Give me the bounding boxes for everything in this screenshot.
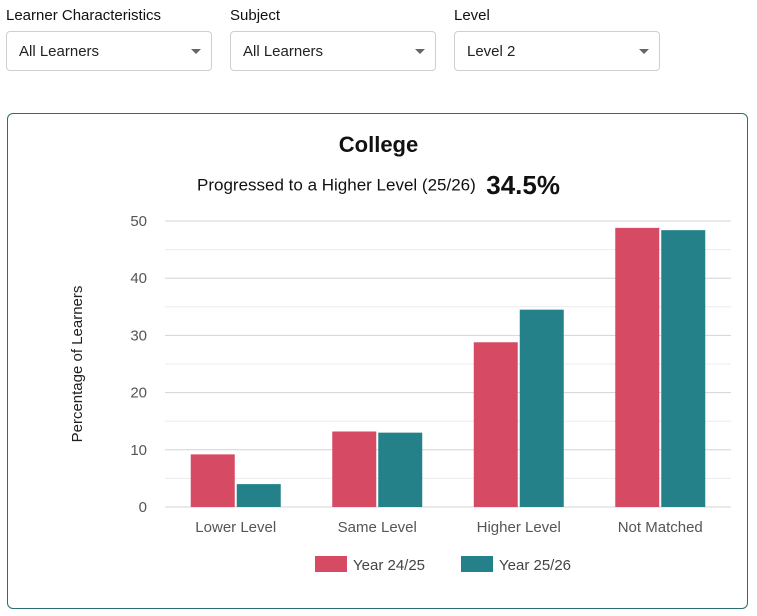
highlight-value: 34.5% xyxy=(486,170,560,200)
y-axis-title: Percentage of Learners xyxy=(69,286,86,443)
y-tick-label: 10 xyxy=(130,442,147,459)
bar-series1 xyxy=(332,431,377,507)
legend-swatch xyxy=(461,556,493,572)
bar-series2 xyxy=(661,230,706,508)
y-tick-label: 40 xyxy=(130,270,147,287)
filter-subject: Subject All Learners xyxy=(224,6,436,71)
bar-series2 xyxy=(236,484,281,507)
filter-level: Level Level 2 xyxy=(448,6,660,71)
x-tick-label: Higher Level xyxy=(477,519,561,536)
select-value: All Learners xyxy=(243,43,324,60)
y-tick-label: 30 xyxy=(130,327,147,344)
level-select[interactable]: Level 2 xyxy=(454,31,660,71)
subject-select[interactable]: All Learners xyxy=(230,31,436,71)
filter-label: Learner Characteristics xyxy=(6,7,162,24)
bar-series2 xyxy=(519,309,564,507)
y-tick-label: 0 xyxy=(139,499,147,516)
filter-learner-characteristics: Learner Characteristics All Learners xyxy=(0,6,212,71)
x-tick-label: Not Matched xyxy=(618,519,703,536)
select-value: All Learners xyxy=(19,43,100,60)
x-tick-label: Lower Level xyxy=(195,519,276,536)
learner-characteristics-select[interactable]: All Learners xyxy=(6,31,212,71)
legend-label: Year 24/25 xyxy=(353,557,425,574)
y-tick-label: 20 xyxy=(130,385,147,402)
subtitle-text: Progressed to a Higher Level (25/26) xyxy=(197,175,476,195)
bar-series2 xyxy=(378,432,423,507)
y-tick-label: 50 xyxy=(130,213,147,230)
bar-series1 xyxy=(615,227,660,507)
bar-series1 xyxy=(190,454,235,507)
select-value: Level 2 xyxy=(467,43,516,60)
filter-label: Subject xyxy=(230,7,281,24)
card-title: College xyxy=(338,132,419,157)
card-subtitle: Progressed to a Higher Level (25/26) 34.… xyxy=(0,170,757,201)
legend-label: Year 25/26 xyxy=(499,557,571,574)
chevron-down-icon xyxy=(639,49,649,54)
bar-series1 xyxy=(473,342,518,507)
legend-swatch xyxy=(315,556,347,572)
chevron-down-icon xyxy=(415,49,425,54)
filter-label: Level xyxy=(454,7,490,24)
filter-bar: Learner Characteristics All Learners Sub… xyxy=(0,0,757,80)
x-tick-label: Same Level xyxy=(338,519,417,536)
chevron-down-icon xyxy=(191,49,201,54)
